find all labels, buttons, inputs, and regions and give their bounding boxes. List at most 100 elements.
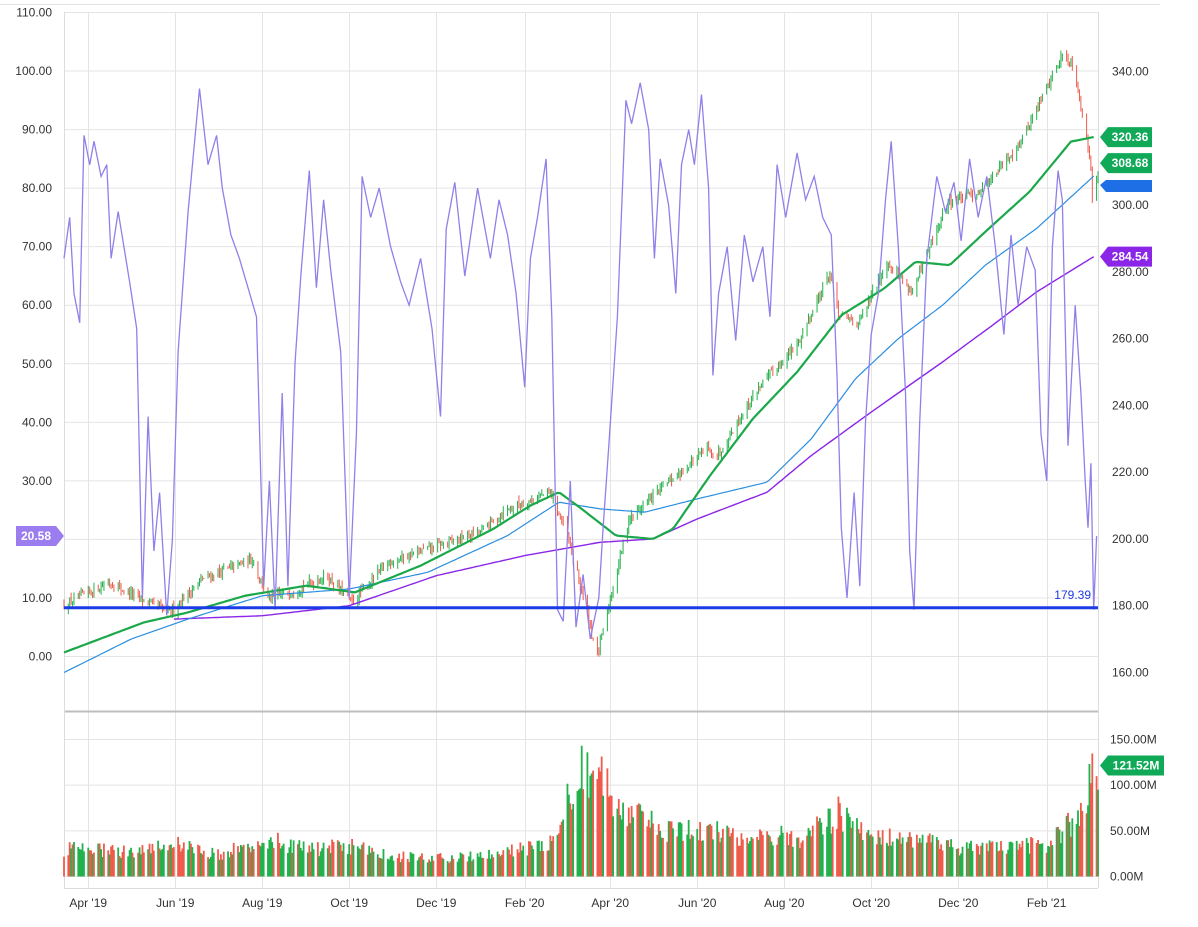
volume-bar: [596, 778, 599, 877]
volume-bar: [228, 857, 231, 877]
volume-bar: [1095, 776, 1098, 877]
left-axis-tick: 60.00: [22, 298, 52, 312]
volume-bar: [586, 752, 589, 877]
volume-bar: [1017, 849, 1020, 877]
volume-bar: [1085, 813, 1088, 877]
volume-bar: [298, 840, 301, 877]
volume-bar: [985, 843, 988, 877]
volume-bar: [690, 834, 693, 877]
volume-bar: [838, 803, 841, 877]
volume-bar: [850, 827, 853, 877]
volume-bar: [709, 823, 711, 877]
volume-bar: [636, 804, 639, 877]
volume-bar: [241, 846, 244, 877]
volume-bar: [1051, 845, 1054, 877]
volume-bar: [928, 833, 931, 877]
volume-bar: [83, 851, 85, 877]
volume-bar: [218, 859, 221, 877]
volume-bar: [848, 816, 851, 877]
axis-labels: 0.0010.0020.0030.0040.0050.0060.0070.008…: [15, 6, 1156, 911]
volume-bar: [331, 839, 334, 877]
volume-bar: [990, 842, 992, 877]
volume-bar: [482, 858, 485, 877]
x-axis-tick: Feb '20: [505, 896, 545, 910]
volume-bar: [840, 815, 843, 877]
volume-badge-text: 121.52M: [1113, 759, 1160, 773]
volume-bar: [831, 826, 834, 877]
volume-bar: [1030, 837, 1032, 877]
volume-bar: [329, 853, 332, 877]
volume-bar: [191, 847, 194, 877]
volume-bar: [637, 803, 640, 877]
volume-bar: [707, 825, 710, 877]
volume-bar: [669, 821, 672, 877]
volume-bar: [570, 809, 573, 877]
volume-bar: [587, 797, 590, 877]
volume-bar: [1079, 802, 1082, 877]
volume-bar: [348, 844, 351, 877]
volume-bar: [968, 843, 971, 877]
volume-bar: [438, 853, 440, 877]
volume-bar: [113, 849, 115, 877]
volume-bar: [747, 843, 750, 877]
support-line-label: 179.39: [1054, 588, 1091, 602]
volume-bar: [769, 836, 771, 877]
volume-bar: [452, 858, 455, 877]
volume-bar: [87, 847, 90, 877]
volume-bar: [252, 849, 255, 877]
volume-bar: [68, 842, 71, 877]
volume-bar: [379, 858, 382, 877]
volume-bar: [127, 856, 130, 877]
volume-bar: [78, 848, 81, 877]
left-axis-tick: 30.00: [22, 474, 52, 488]
volume-bar: [1038, 843, 1041, 877]
volume-bar: [402, 851, 405, 877]
volume-bar: [965, 842, 968, 877]
volume-bar: [147, 849, 150, 877]
volume-bar: [448, 862, 450, 877]
volume-bar: [446, 861, 449, 877]
volume-bar: [759, 829, 761, 877]
volume-bar: [67, 855, 70, 877]
volume-bar: [672, 828, 674, 877]
volume-bar: [781, 832, 784, 877]
volume-bar: [182, 842, 185, 877]
volume-bar: [1071, 818, 1074, 877]
volume-bar: [660, 837, 663, 877]
volume-bar: [1078, 825, 1081, 877]
volume-bar: [247, 843, 249, 877]
volume-bar: [550, 840, 553, 877]
volume-bar: [231, 854, 234, 877]
volume-bar: [138, 847, 141, 877]
volume-bar: [1081, 810, 1084, 877]
volume-bar: [479, 852, 482, 877]
volume-bar: [836, 828, 838, 877]
volume-bar: [722, 828, 724, 877]
volume-bar: [461, 853, 463, 877]
volume-bar: [192, 853, 195, 877]
volume-bar: [980, 845, 982, 877]
volume-bars: [63, 745, 1099, 877]
volume-bar: [178, 844, 181, 877]
right-axis-tick: 180.00: [1112, 599, 1149, 613]
volume-badge: [1100, 755, 1164, 776]
volume-bar: [957, 848, 960, 877]
volume-bar: [1060, 843, 1062, 877]
volume-bar: [847, 813, 850, 877]
volume-bar: [80, 849, 83, 877]
volume-axis-tick: 50.00M: [1110, 824, 1150, 838]
volume-bar: [221, 859, 224, 877]
volume-bar: [947, 840, 950, 877]
volume-bar: [898, 832, 901, 877]
right-axis-tick: 260.00: [1112, 332, 1149, 346]
volume-bar: [529, 841, 532, 877]
volume-bar: [362, 842, 365, 877]
volume-bar: [868, 835, 871, 877]
volume-bar: [597, 767, 600, 877]
volume-bar: [496, 851, 499, 877]
volume-bar: [258, 845, 261, 877]
volume-bar: [416, 860, 419, 877]
volume-bar: [201, 854, 204, 877]
volume-bar: [418, 857, 421, 877]
volume-bar: [512, 856, 515, 877]
